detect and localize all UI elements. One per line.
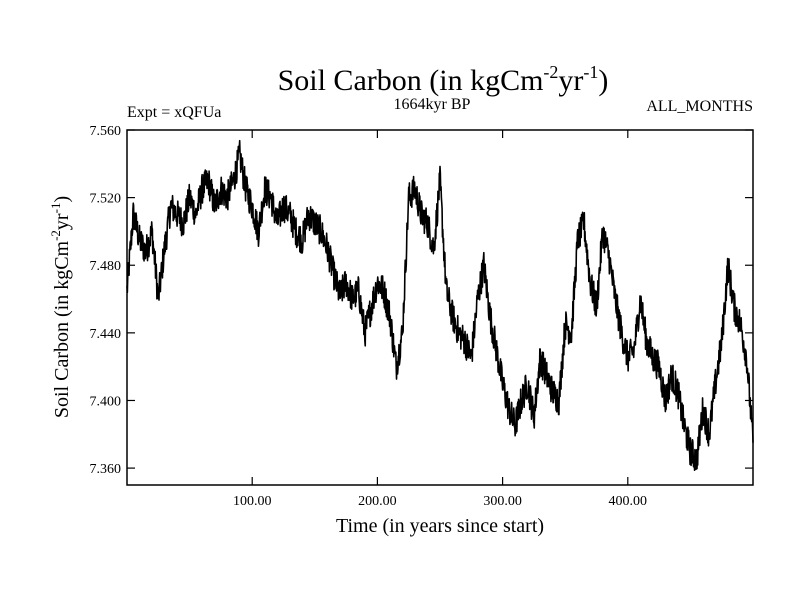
months-label: ALL_MONTHS bbox=[646, 98, 753, 115]
x-axis-label: Time (in years since start) bbox=[336, 515, 544, 537]
y-axis-label-exponent-1: -2 bbox=[48, 230, 63, 241]
x-tick-label: 400.00 bbox=[609, 494, 648, 509]
series-group bbox=[126, 139, 754, 471]
period-label: 1664kyr BP bbox=[394, 96, 471, 113]
y-tick-label: 7.520 bbox=[90, 192, 122, 207]
y-axis-label-exponent-2: -1 bbox=[48, 203, 63, 214]
chart-title-exponent-2: -1 bbox=[583, 62, 598, 82]
chart-title: Soil Carbon (in kgCm-2yr-1) bbox=[278, 62, 609, 97]
y-axis-label-unit: yr bbox=[51, 213, 73, 230]
y-tick-label: 7.480 bbox=[90, 259, 122, 274]
y-tick-label: 7.560 bbox=[90, 124, 122, 139]
y-axis-label: Soil Carbon (in kgCm-2yr-1) bbox=[48, 196, 73, 418]
chart-title-unit: yr bbox=[558, 64, 583, 97]
y-tick-label: 7.360 bbox=[90, 462, 122, 477]
y-axis-label-close: ) bbox=[51, 196, 73, 203]
chart-title-exponent-1: -2 bbox=[543, 62, 558, 82]
plot-frame bbox=[126, 129, 754, 486]
experiment-label: Expt = xQFUa bbox=[127, 104, 221, 121]
x-tick-label: 200.00 bbox=[358, 494, 397, 509]
x-tick-label: 300.00 bbox=[483, 494, 522, 509]
y-tick-label: 7.440 bbox=[90, 327, 122, 342]
chart-title-main: Soil Carbon (in kgCm bbox=[278, 64, 544, 97]
series-line bbox=[126, 139, 754, 471]
chart-title-close: ) bbox=[598, 64, 608, 97]
x-tick-label: 100.00 bbox=[233, 494, 272, 509]
y-tick-label: 7.400 bbox=[90, 394, 122, 409]
y-axis-label-main: Soil Carbon (in kgCm bbox=[51, 240, 73, 418]
y-axis: 7.360 7.400 7.440 7.480 7.520 7.560 bbox=[90, 124, 753, 477]
x-axis: 100.00 200.00 300.00 400.00 bbox=[233, 130, 647, 509]
